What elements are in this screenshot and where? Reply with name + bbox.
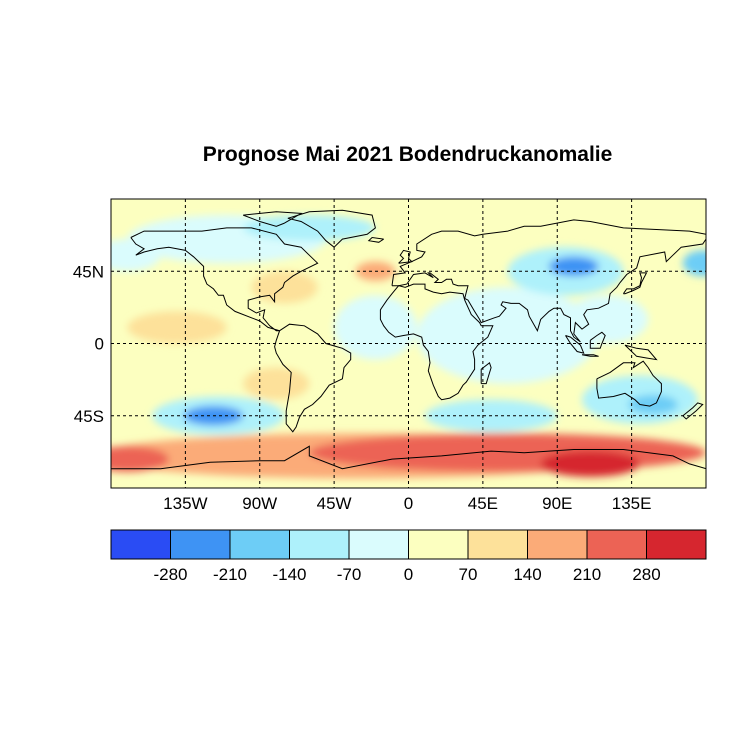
color-legend: -280 -210 -140 -70 0 70 140 210 280 — [110, 529, 707, 584]
longitude-tick-label: 90E — [542, 494, 572, 513]
coastline — [130, 227, 319, 332]
anomaly-region — [334, 295, 417, 360]
legend-label: -70 — [337, 565, 362, 584]
anomaly-region — [111, 239, 161, 272]
coastline — [398, 249, 413, 264]
coastline — [682, 402, 704, 420]
coastline — [391, 219, 706, 343]
anomaly-region — [243, 367, 310, 400]
legend-swatch — [170, 529, 231, 560]
map-frame — [110, 198, 707, 489]
anomaly-region — [565, 295, 649, 344]
map-area — [111, 199, 706, 488]
legend-label: -280 — [153, 565, 187, 584]
legend-swatch — [408, 529, 469, 560]
legend-swatch — [646, 529, 707, 560]
longitude-tick-label: 90W — [242, 494, 277, 513]
anomaly-region — [540, 451, 640, 477]
latitude-tick-label: 45N — [73, 262, 104, 281]
legend-swatch — [229, 529, 290, 560]
legend-label: -210 — [213, 565, 247, 584]
coastline — [565, 335, 585, 354]
legend-label: 210 — [573, 565, 601, 584]
graticule — [111, 199, 706, 488]
coastline — [581, 354, 599, 357]
anomaly-region — [416, 287, 599, 384]
legend-swatch — [289, 529, 350, 560]
coastline — [596, 360, 662, 407]
longitude-tick-label: 45E — [468, 494, 498, 513]
latitude-ticks: 45N 0 45S — [73, 262, 104, 426]
legend-swatch — [467, 529, 528, 560]
legend-swatch — [348, 529, 409, 560]
anomaly-region — [111, 446, 169, 472]
anomaly-region — [251, 271, 318, 304]
legend-label: 70 — [459, 565, 478, 584]
coastline — [274, 323, 352, 433]
anomaly-region — [548, 256, 599, 277]
coastline — [111, 445, 706, 470]
coastline — [480, 361, 492, 385]
coastline — [379, 283, 494, 401]
coastline — [287, 209, 376, 248]
legend-label: -140 — [272, 565, 306, 584]
legend-label: 280 — [632, 565, 660, 584]
latitude-tick-label: 45S — [74, 407, 104, 426]
legend-swatch — [586, 529, 647, 560]
longitude-ticks: 135W 90W 45W 0 45E 90E 135E — [163, 494, 651, 513]
coastline — [367, 236, 384, 243]
longitude-tick-label: 135W — [163, 494, 207, 513]
latitude-tick-label: 0 — [95, 335, 104, 354]
coastlines — [111, 209, 706, 470]
longitude-tick-label: 45W — [317, 494, 352, 513]
legend-swatch — [527, 529, 588, 560]
longitude-tick-label: 135E — [612, 494, 652, 513]
coastline — [589, 331, 606, 349]
legend-label: 140 — [513, 565, 541, 584]
anomaly-region — [127, 311, 227, 344]
coastline — [624, 344, 658, 361]
chart-title: Prognose Mai 2021 Bodendruckanomalie — [202, 143, 613, 166]
coastline — [243, 211, 303, 227]
legend-label: 0 — [404, 565, 413, 584]
legend-swatch — [110, 529, 171, 560]
longitude-tick-label: 0 — [404, 494, 413, 513]
anomaly-region — [682, 250, 706, 277]
